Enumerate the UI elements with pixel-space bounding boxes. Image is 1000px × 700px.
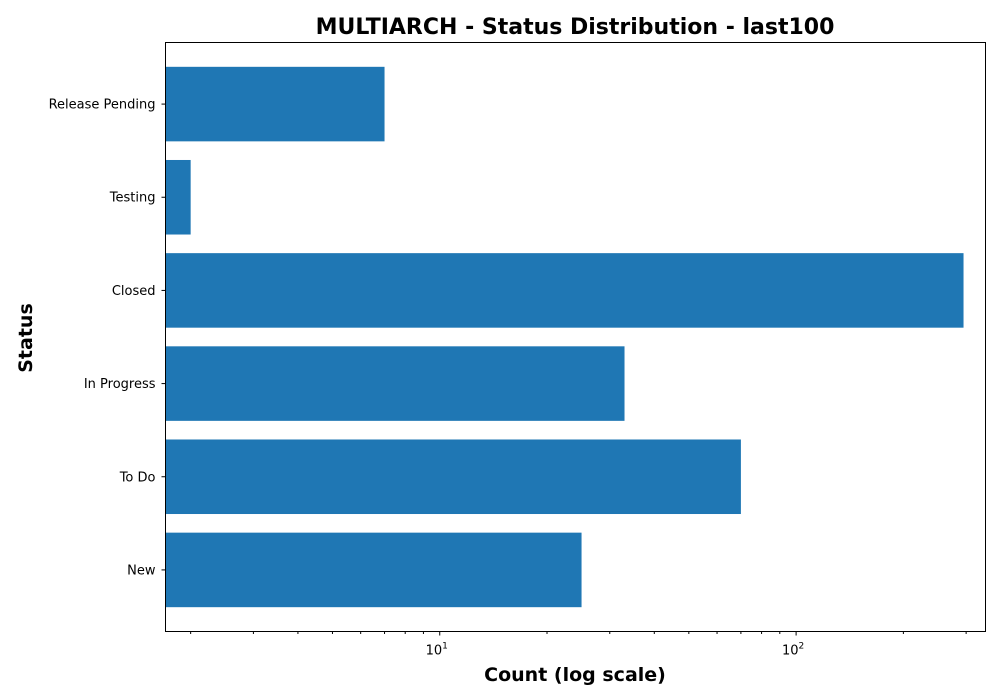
bar-to-do (165, 439, 741, 515)
bar-testing (165, 159, 191, 235)
y-tick-label: Closed (112, 284, 156, 299)
x-tick-label: 101 (426, 642, 448, 659)
bar-in-progress (165, 346, 625, 421)
x-tick-label: 102 (782, 642, 804, 659)
bar-closed (165, 253, 964, 328)
bar-release-pending (165, 66, 385, 142)
chart-title: MULTIARCH - Status Distribution - last10… (316, 15, 835, 40)
y-tick-label: In Progress (84, 377, 156, 392)
y-axis-label: Status (15, 303, 37, 373)
y-ticks-group: New To Do In Progress Closed Testing Release … (49, 98, 166, 578)
x-axis-label: Count (log scale) (484, 664, 666, 686)
bars-group (165, 66, 964, 608)
y-tick-label: Testing (109, 191, 156, 206)
bar-new (165, 532, 582, 608)
plot-frame (165, 42, 986, 632)
y-tick-label: New (127, 563, 156, 578)
y-tick-label: Release Pending (49, 98, 156, 113)
x-ticks-group: 101 102 (190, 631, 967, 659)
y-tick-label: To Do (119, 470, 156, 485)
